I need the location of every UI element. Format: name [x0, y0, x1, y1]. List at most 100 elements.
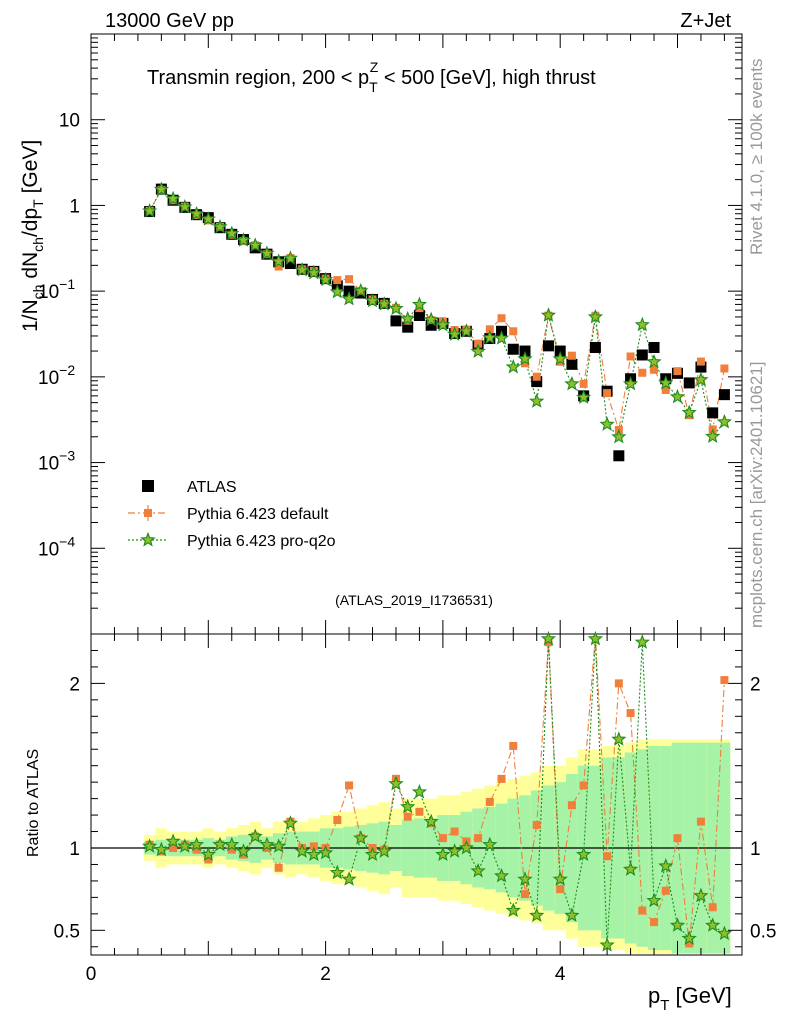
- ratio-pythia-pro-q2o-point: [423, 813, 439, 829]
- pythia-default-point: [579, 379, 588, 388]
- pythia-default-point: [650, 365, 659, 374]
- atlas-point: [284, 258, 296, 270]
- ratio-pythia-default-point: [450, 827, 459, 836]
- pythia-pro-q2o-point: [693, 371, 709, 387]
- ratio-pythia-pro-q2o-point: [271, 838, 287, 853]
- ratio-pythia-pro-q2o-point: [669, 917, 686, 932]
- pythia-pro-q2o-point: [529, 393, 545, 408]
- ratio-pythia-default-point: [556, 885, 565, 894]
- ratio-pythia-pro-q2o-point: [587, 630, 604, 646]
- pythia-pro-q2o-point: [446, 326, 463, 341]
- ratio-pythia-pro-q2o-point: [153, 841, 170, 857]
- x-tick-label: 0: [86, 964, 97, 985]
- ratio-pythia-default-point: [333, 816, 342, 825]
- ratio-pythia-pro-q2o-point: [658, 858, 674, 873]
- ratio-pythia-pro-q2o-point: [235, 843, 252, 858]
- ratio-pythia-default-point: [696, 817, 705, 826]
- ratio-pythia-default-point: [567, 801, 576, 810]
- ratio-pythia-pro-q2o-point: [493, 867, 510, 883]
- ratio-pythia-default-point: [485, 797, 494, 806]
- pythia-pro-q2o-point: [165, 190, 181, 206]
- pythia-pro-q2o-point: [306, 264, 322, 280]
- ratio-tick-label-left: 1: [69, 839, 80, 860]
- atlas-point: [425, 319, 437, 331]
- pythia-pro-q2o-point: [400, 310, 416, 326]
- ratio-pythia-pro-q2o-point: [435, 846, 451, 861]
- atlas-point: [413, 309, 425, 321]
- ratio-pythia-pro-q2o-point: [165, 833, 181, 848]
- ratio-pythia-pro-q2o-point: [282, 815, 299, 830]
- pythia-default-point: [274, 262, 283, 271]
- ratio-pythia-pro-q2o-point: [329, 864, 345, 880]
- pythia-pro-q2o-point: [247, 237, 263, 252]
- legend-label-default: Pythia 6.423 default: [187, 506, 329, 523]
- y-tick-label: 10−1: [38, 276, 75, 303]
- pythia-pro-q2o-point: [564, 375, 580, 391]
- plot-title: Transmin region, 200 < pTZ < 500 [GeV], …: [147, 59, 596, 95]
- ratio-tick-label-right: 0.5: [750, 921, 776, 942]
- ratio-pythia-default-point: [638, 906, 647, 915]
- pythia-pro-q2o-point: [505, 358, 521, 374]
- legend-label-atlas: ATLAS: [187, 479, 237, 496]
- ratio-pythia-default-point: [309, 842, 318, 851]
- ratio-pythia-default-point: [403, 812, 412, 821]
- ratio-plot-marks: [142, 630, 733, 952]
- pythia-default-point: [720, 364, 729, 373]
- legend-label-pro-q2o: Pythia 6.423 pro-q2o: [187, 533, 336, 550]
- pythia-pro-q2o-point: [458, 323, 474, 338]
- ratio-pythia-default-point: [192, 845, 201, 854]
- pythia-pro-q2o-point: [646, 353, 662, 369]
- y-tick-label: 10: [59, 111, 80, 132]
- atlas-point: [531, 376, 543, 388]
- main-plot-marks: [142, 181, 733, 462]
- atlas-point: [390, 315, 402, 327]
- x-tick-label: 2: [320, 964, 331, 985]
- pythia-pro-q2o-point: [576, 389, 592, 404]
- pythia-pro-q2o-point: [599, 416, 615, 431]
- pythia-pro-q2o-point: [376, 296, 392, 311]
- ratio-pythia-pro-q2o-point: [540, 630, 557, 646]
- ratio-pythia-default-point: [579, 781, 588, 790]
- pythia-pro-q2o-point: [294, 261, 310, 277]
- atlas-point: [343, 285, 355, 297]
- atlas-point: [636, 349, 648, 361]
- ratio-pythia-pro-q2o-point: [576, 846, 592, 862]
- ratio-pythia-pro-q2o-point: [517, 871, 533, 886]
- pythia-pro-q2o-point: [705, 428, 721, 444]
- ratio-pythia-pro-q2o-point: [693, 887, 709, 903]
- ratio-pythia-pro-q2o-point: [470, 862, 486, 878]
- ratio-tick-label-left: 2: [69, 674, 80, 695]
- atlas-point: [695, 361, 707, 373]
- ratio-pythia-pro-q2o-point: [552, 871, 568, 886]
- ratio-pythia-default-point: [650, 918, 659, 927]
- pythia-pro-q2o-point: [153, 181, 170, 196]
- pythia-pro-q2o-point: [200, 211, 216, 226]
- pythia-pro-q2o-point: [658, 375, 674, 390]
- pythia-pro-q2o-point: [188, 205, 205, 221]
- atlas-point: [589, 342, 601, 354]
- tick-labels: 0 2 4 10 1 10−1 10−2 10−3 10−4 0.5 0.5 1 1 2 2: [38, 111, 776, 985]
- ratio-pythia-default-point: [673, 834, 682, 843]
- atlas-point: [718, 389, 730, 401]
- ratio-pythia-default-point: [521, 890, 529, 899]
- ratio-pythia-pro-q2o-point: [505, 902, 521, 918]
- atlas-point: [707, 407, 719, 419]
- pythia-default-point: [532, 372, 541, 381]
- ratio-pythia-pro-q2o-point: [294, 843, 310, 858]
- ratio-pythia-default-point: [345, 781, 354, 790]
- pythia-pro-q2o-point: [669, 388, 686, 404]
- ratio-axis-label: Ratio to ATLAS: [25, 749, 42, 857]
- header-energy: 13000 GeV pp: [105, 10, 234, 32]
- pythia-pro-q2o-point: [212, 218, 228, 234]
- ratio-pythia-default-point: [661, 886, 670, 895]
- ratio-tick-label-right: 1: [750, 839, 761, 860]
- ratio-pythia-pro-q2o-point: [188, 836, 205, 852]
- ratio-pythia-pro-q2o-point: [317, 844, 334, 860]
- pythia-pro-q2o-point: [142, 203, 158, 218]
- pythia-default-point: [626, 352, 635, 361]
- y-tick-label: 1: [69, 196, 80, 217]
- ratio-pythia-pro-q2o-point: [482, 836, 498, 852]
- ratio-tick-label-right: 2: [750, 674, 761, 695]
- y-axis-label: 1/Nch dNch/dpT [GeV]: [19, 140, 46, 332]
